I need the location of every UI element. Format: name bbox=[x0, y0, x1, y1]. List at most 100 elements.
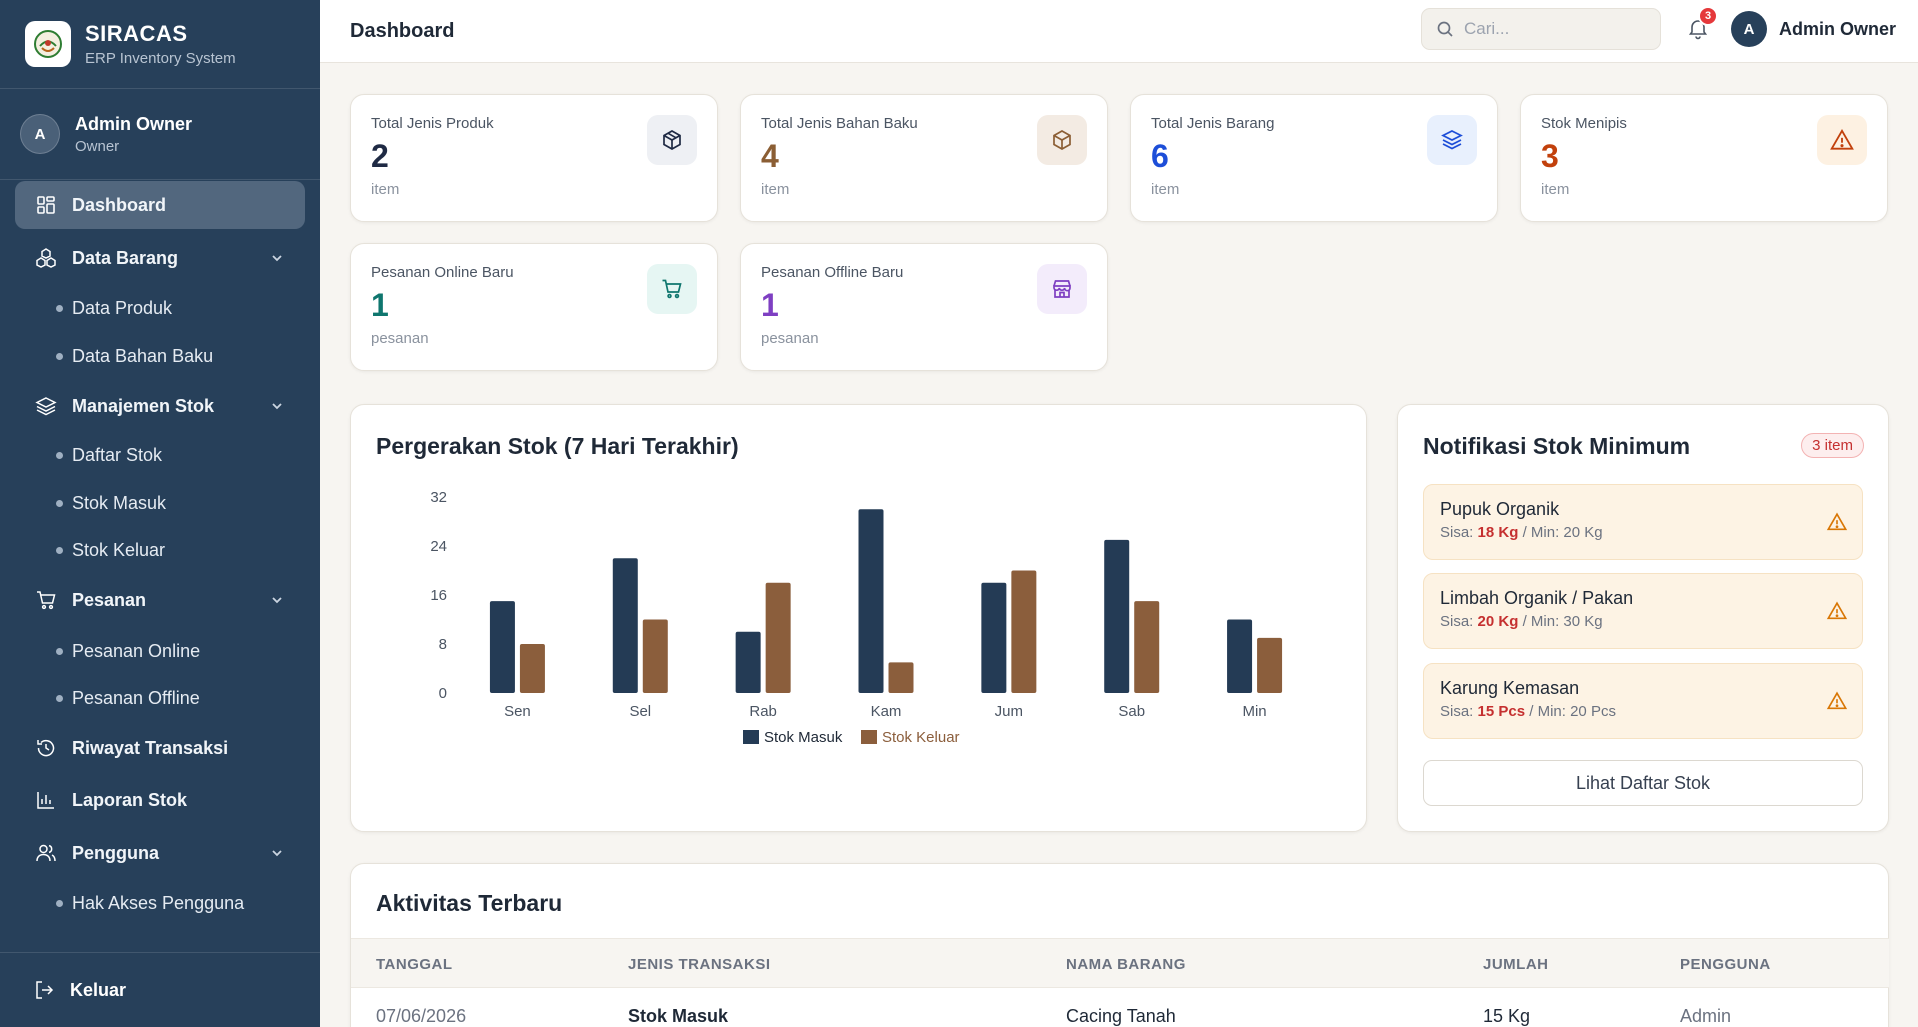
remaining-stock: 18 Kg bbox=[1477, 524, 1519, 541]
notification-item[interactable]: Karung Kemasan Sisa: 15 Pcs / Min: 20 Pc… bbox=[1423, 663, 1863, 739]
chevron-down-icon bbox=[272, 597, 282, 604]
notification-item-detail: Sisa: 20 Kg / Min: 30 Kg bbox=[1440, 613, 1846, 630]
sidebar-subitem-pesanan-offline[interactable]: Pesanan Offline bbox=[56, 683, 200, 713]
bullet-icon bbox=[56, 899, 63, 907]
sisa-label: Sisa: bbox=[1440, 613, 1474, 630]
sidebar-item-label: Stok Keluar bbox=[72, 539, 166, 560]
bar-stok-keluar bbox=[765, 582, 791, 693]
search-input[interactable] bbox=[1464, 19, 1644, 39]
bar-stok-masuk bbox=[735, 631, 761, 693]
notification-item[interactable]: Limbah Organik / Pakan Sisa: 20 Kg / Min… bbox=[1423, 573, 1863, 649]
sidebar-subitem-hak-akses[interactable]: Hak Akses Pengguna bbox=[56, 888, 244, 918]
stat-card-total-produk: Total Jenis Produk 2 item bbox=[350, 94, 718, 222]
stat-label: Total Jenis Barang bbox=[1151, 115, 1275, 132]
stat-label: Pesanan Offline Baru bbox=[761, 264, 904, 281]
avatar: A bbox=[20, 114, 60, 154]
sidebar-item-label: Laporan Stok bbox=[72, 789, 188, 810]
sidebar-user: A Admin Owner Owner bbox=[0, 89, 320, 180]
bar-stok-keluar bbox=[519, 644, 545, 693]
warning-icon bbox=[1826, 691, 1848, 710]
bullet-icon bbox=[56, 694, 63, 702]
sisa-label: Sisa: bbox=[1440, 524, 1474, 541]
sidebar-subitem-data-bahan-baku[interactable]: Data Bahan Baku bbox=[56, 341, 213, 371]
logout-button[interactable]: Keluar bbox=[0, 952, 320, 1027]
stat-card-total-barang: Total Jenis Barang 6 item bbox=[1130, 94, 1498, 222]
sidebar-item-label: Pesanan Online bbox=[72, 640, 201, 661]
sidebar-item-manajemen-stok[interactable]: Manajemen Stok bbox=[15, 382, 305, 430]
search-box[interactable] bbox=[1421, 8, 1661, 50]
sidebar-subitem-daftar-stok[interactable]: Daftar Stok bbox=[56, 440, 162, 470]
bar-stok-masuk bbox=[612, 558, 638, 693]
boxes-icon bbox=[35, 247, 57, 269]
sidebar-item-pengguna[interactable]: Pengguna bbox=[15, 829, 305, 877]
stat-card-pesanan-online: Pesanan Online Baru 1 pesanan bbox=[350, 243, 718, 371]
history-icon bbox=[35, 737, 57, 759]
y-tick-label: 8 bbox=[439, 636, 447, 653]
table-header: TANGGAL JENIS TRANSAKSI NAMA BARANG JUML… bbox=[351, 938, 1889, 988]
logout-icon bbox=[33, 979, 55, 1001]
brand-logo bbox=[25, 21, 71, 67]
chevron-down-icon bbox=[272, 850, 282, 857]
stat-card-total-bahan-baku: Total Jenis Bahan Baku 4 item bbox=[740, 94, 1108, 222]
stat-label: Total Jenis Bahan Baku bbox=[761, 115, 918, 132]
legend-label: Stok Masuk bbox=[764, 729, 843, 746]
stat-label: Pesanan Online Baru bbox=[371, 264, 514, 281]
bar-stok-keluar bbox=[888, 662, 914, 693]
bar-chart-icon bbox=[35, 789, 57, 811]
column-header-tanggal: TANGGAL bbox=[376, 956, 453, 973]
recent-activity-panel: Aktivitas Terbaru TANGGAL JENIS TRANSAKS… bbox=[350, 863, 1889, 1027]
column-header-jenis-transaksi: JENIS TRANSAKSI bbox=[628, 956, 771, 973]
sidebar-item-laporan-stok[interactable]: Laporan Stok bbox=[15, 776, 305, 824]
notification-count-badge: 3 bbox=[1698, 6, 1718, 26]
notification-item-detail: Sisa: 18 Kg / Min: 20 Kg bbox=[1440, 524, 1846, 541]
notification-item-detail: Sisa: 15 Pcs / Min: 20 Pcs bbox=[1440, 703, 1846, 720]
sidebar-subitem-stok-masuk[interactable]: Stok Masuk bbox=[56, 488, 166, 518]
sidebar-subitem-stok-keluar[interactable]: Stok Keluar bbox=[56, 535, 165, 565]
chevron-down-icon bbox=[272, 255, 282, 262]
sidebar-subitem-pesanan-online[interactable]: Pesanan Online bbox=[56, 636, 200, 666]
stock-movement-chart-panel: Pergerakan Stok (7 Hari Terakhir) 0 8 16 24… bbox=[350, 404, 1367, 832]
remaining-stock: 15 Pcs bbox=[1477, 703, 1526, 720]
stat-value: 1 bbox=[761, 287, 779, 323]
sidebar-item-label: Pesanan bbox=[72, 589, 147, 610]
header-user-menu[interactable]: A Admin Owner bbox=[1731, 11, 1896, 47]
notification-item[interactable]: Pupuk Organik Sisa: 18 Kg / Min: 20 Kg bbox=[1423, 484, 1863, 560]
sidebar-item-label: Daftar Stok bbox=[72, 444, 163, 465]
bar-stok-masuk bbox=[981, 582, 1007, 693]
minimum-stock: / Min: 20 Pcs bbox=[1529, 703, 1616, 720]
column-header-pengguna: PENGGUNA bbox=[1680, 956, 1771, 973]
sidebar-item-riwayat-transaksi[interactable]: Riwayat Transaksi bbox=[15, 724, 305, 772]
x-tick-label: Rab bbox=[749, 703, 777, 720]
sidebar-user-role: Owner bbox=[75, 137, 120, 155]
cell-jenis-transaksi: Stok Masuk bbox=[628, 1006, 729, 1026]
sidebar-item-label: Stok Masuk bbox=[72, 492, 167, 513]
notification-item-name: Karung Kemasan bbox=[1440, 678, 1580, 698]
sidebar-subitem-data-produk[interactable]: Data Produk bbox=[56, 293, 172, 323]
store-icon bbox=[1037, 264, 1087, 314]
users-icon bbox=[35, 842, 57, 864]
x-tick-label: Kam bbox=[871, 703, 902, 720]
sidebar-item-pesanan[interactable]: Pesanan bbox=[15, 576, 305, 624]
cell-jumlah: 15 Kg bbox=[1483, 1006, 1531, 1026]
sidebar-item-dashboard[interactable]: Dashboard bbox=[15, 181, 305, 229]
stat-unit: item bbox=[371, 181, 400, 198]
stat-label: Stok Menipis bbox=[1541, 115, 1627, 132]
view-stock-list-button[interactable]: Lihat Daftar Stok bbox=[1423, 760, 1863, 806]
notification-item-name: Limbah Organik / Pakan bbox=[1440, 588, 1634, 608]
stat-value: 6 bbox=[1151, 138, 1169, 174]
cell-nama-barang: Cacing Tanah bbox=[1066, 1006, 1176, 1026]
sidebar-item-label: Data Bahan Baku bbox=[72, 345, 214, 366]
stat-unit: item bbox=[1151, 181, 1180, 198]
sidebar-item-label: Data Barang bbox=[72, 247, 179, 268]
search-icon bbox=[1437, 21, 1453, 37]
warning-icon bbox=[1817, 115, 1867, 165]
header-user-name: Admin Owner bbox=[1779, 18, 1897, 39]
stat-card-stok-menipis: Stok Menipis 3 item bbox=[1520, 94, 1888, 222]
layers-icon bbox=[35, 395, 57, 417]
sidebar-item-data-barang[interactable]: Data Barang bbox=[15, 234, 305, 282]
warning-icon bbox=[1826, 512, 1848, 531]
brand: SIRACAS ERP Inventory System bbox=[0, 0, 320, 89]
notification-count-badge: 3 item bbox=[1801, 433, 1864, 458]
bar-stok-keluar bbox=[1134, 601, 1160, 693]
activity-title: Aktivitas Terbaru bbox=[376, 890, 563, 916]
